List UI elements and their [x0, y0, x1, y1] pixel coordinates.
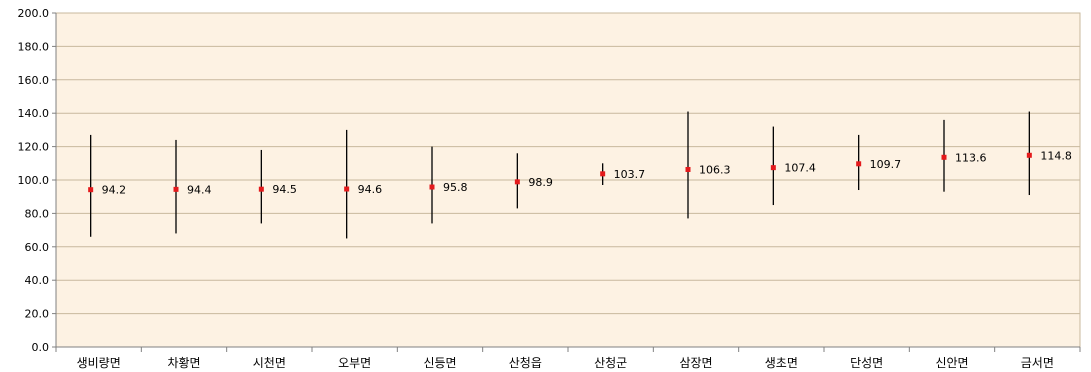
y-tick-label: 200.0	[18, 7, 50, 20]
x-tick-label: 시천면	[253, 355, 286, 370]
x-tick-label: 신등면	[423, 356, 456, 370]
y-tick-label: 180.0	[18, 40, 50, 53]
data-label: 95.8	[443, 181, 468, 194]
x-tick-label: 차황면	[167, 356, 200, 370]
gridlines	[56, 12, 1080, 315]
y-tick-label: 120.0	[18, 141, 50, 154]
y-tick-label: 20.0	[25, 308, 50, 321]
data-label: 94.5	[272, 183, 297, 196]
data-label: 98.9	[528, 176, 553, 189]
x-tick-label: 삼장면	[679, 356, 712, 370]
data-point	[685, 166, 691, 172]
data-point	[600, 171, 606, 177]
data-point	[173, 186, 179, 192]
y-tick-label: 60.0	[25, 241, 50, 254]
x-tick-label: 산청읍	[509, 356, 542, 370]
y-tick-label: 100.0	[18, 174, 50, 187]
y-tick-label: 80.0	[25, 207, 50, 220]
y-tick-label: 0.0	[32, 341, 50, 354]
data-label: 103.7	[614, 168, 646, 181]
y-tick-label: 160.0	[18, 74, 50, 87]
data-point	[1026, 152, 1032, 158]
data-point	[429, 184, 435, 190]
x-tick-label: 생비량면	[77, 356, 121, 370]
x-axis: 생비량면 차황면 시천면 오부면 신등면 산청읍 산청군 삼장면 생초면 단성면 신안면 금서면	[55, 346, 1081, 370]
data-label: 106.3	[699, 163, 731, 176]
series: 94.2 94.4 94.5 94.6 95.8 98.9 103.7 106.3 107.4 1…	[88, 111, 1072, 239]
x-tick-label: 단성면	[850, 356, 883, 370]
data-label: 94.6	[358, 183, 383, 196]
data-label: 94.4	[187, 183, 212, 196]
data-label: 109.7	[870, 158, 902, 171]
data-point	[941, 154, 947, 160]
x-tick-label: 생초면	[765, 356, 798, 370]
data-point	[770, 165, 776, 171]
data-point	[88, 187, 94, 193]
data-point	[258, 186, 264, 192]
x-tick-label: 신안면	[935, 356, 968, 370]
y-axis: 0.0 20.0 40.0 60.0 80.0 100.0 120.0 140.0 160.0 1…	[18, 7, 57, 354]
data-label: 113.6	[955, 151, 987, 164]
data-point	[856, 161, 862, 167]
y-tick-label: 140.0	[18, 107, 50, 120]
data-point	[514, 179, 520, 185]
y-tick-label: 40.0	[25, 274, 50, 287]
data-label: 107.4	[784, 162, 816, 175]
x-tick-label: 금서면	[1021, 356, 1054, 370]
data-point	[344, 186, 350, 192]
x-tick-label: 오부면	[338, 356, 371, 370]
data-label: 114.8	[1040, 149, 1072, 162]
data-label: 94.2	[102, 184, 127, 197]
x-tick-label: 산청군	[594, 356, 627, 370]
